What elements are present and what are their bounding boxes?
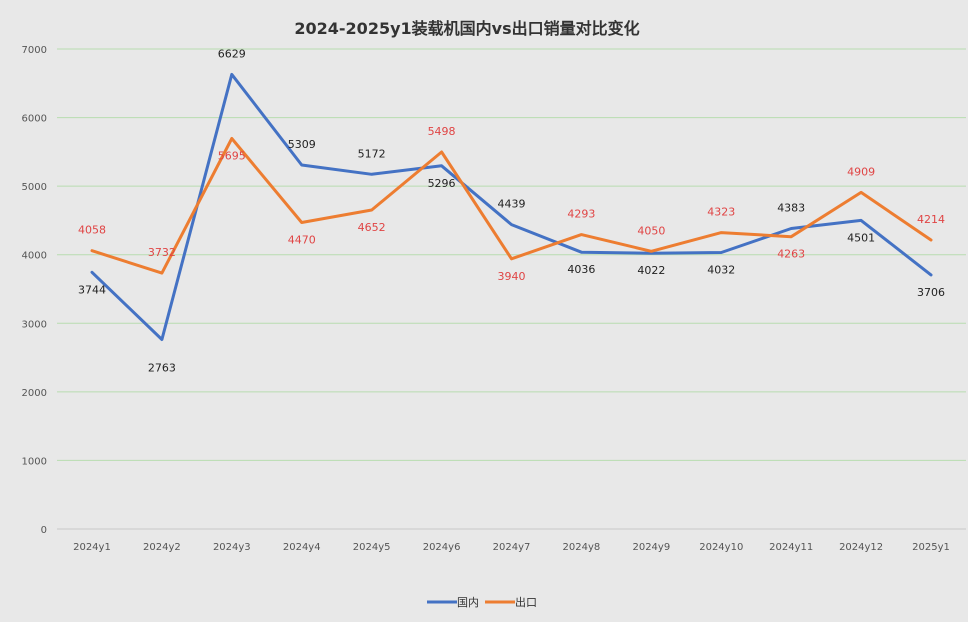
- data-label: 6629: [218, 47, 246, 60]
- data-label: 4058: [78, 224, 106, 237]
- x-tick-label: 2024y1: [73, 542, 111, 553]
- x-tick-label: 2024y3: [213, 542, 251, 553]
- data-label: 5498: [428, 125, 456, 138]
- y-tick-label: 1000: [22, 456, 47, 467]
- y-tick-label: 7000: [22, 45, 47, 56]
- data-label: 4036: [567, 263, 595, 276]
- x-tick-label: 2024y6: [423, 542, 461, 553]
- data-label: 4214: [917, 213, 945, 226]
- data-label: 5309: [288, 138, 316, 151]
- y-tick-label: 3000: [22, 319, 47, 330]
- data-label: 4032: [707, 264, 735, 277]
- series-line-domestic: [90, 72, 933, 341]
- y-tick-label: 2000: [22, 388, 47, 399]
- data-label: 3744: [78, 283, 106, 296]
- data-label: 5296: [428, 177, 456, 190]
- data-label: 4652: [358, 221, 386, 234]
- data-label: 4501: [847, 231, 875, 244]
- legend: 国内 出口: [427, 595, 537, 609]
- y-axis: 0 1000 2000 3000 4000 5000 6000 7000: [22, 45, 47, 536]
- y-tick-label: 4000: [22, 251, 47, 262]
- data-label: 4439: [498, 198, 526, 211]
- data-label: 2763: [148, 362, 176, 375]
- data-label: 3706: [917, 286, 945, 299]
- chart-title: 2024-2025y1装载机国内vs出口销量对比变化: [294, 19, 639, 38]
- legend-label: 出口: [515, 595, 537, 609]
- data-label: 4323: [707, 206, 735, 219]
- data-label: 4470: [288, 233, 316, 246]
- data-label: 4383: [777, 201, 805, 214]
- data-label: 3940: [498, 270, 526, 283]
- y-tick-label: 6000: [22, 114, 47, 125]
- data-label: 3732: [148, 246, 176, 259]
- x-tick-label: 2024y11: [769, 542, 813, 553]
- y-tick-label: 5000: [22, 182, 47, 193]
- x-tick-label: 2024y12: [839, 542, 883, 553]
- data-labels: 3744 2763 6629 5309 5172 5296 4439 4036 4022 4032…: [78, 47, 945, 374]
- series-line-export: [90, 137, 933, 275]
- data-label: 4263: [777, 248, 805, 261]
- gridlines: [57, 48, 966, 530]
- y-tick-label: 0: [41, 525, 47, 536]
- x-tick-label: 2024y2: [143, 542, 181, 553]
- x-tick-label: 2024y9: [632, 542, 670, 553]
- series-lines: [90, 72, 933, 341]
- data-label: 4022: [637, 264, 665, 277]
- data-label: 4909: [847, 165, 875, 178]
- x-tick-label: 2024y5: [353, 542, 391, 553]
- data-label: 4293: [567, 208, 595, 221]
- x-tick-label: 2024y4: [283, 542, 321, 553]
- data-label: 5172: [358, 147, 386, 160]
- x-tick-label: 2024y10: [699, 542, 743, 553]
- data-label: 4050: [637, 224, 665, 237]
- x-axis: 2024y1 2024y2 2024y3 2024y4 2024y5 2024y6 2024…: [73, 542, 950, 553]
- x-tick-label: 2024y7: [493, 542, 531, 553]
- legend-label: 国内: [457, 595, 479, 609]
- x-tick-label: 2025y1: [912, 542, 950, 553]
- x-tick-label: 2024y8: [563, 542, 601, 553]
- data-label: 5695: [218, 149, 246, 162]
